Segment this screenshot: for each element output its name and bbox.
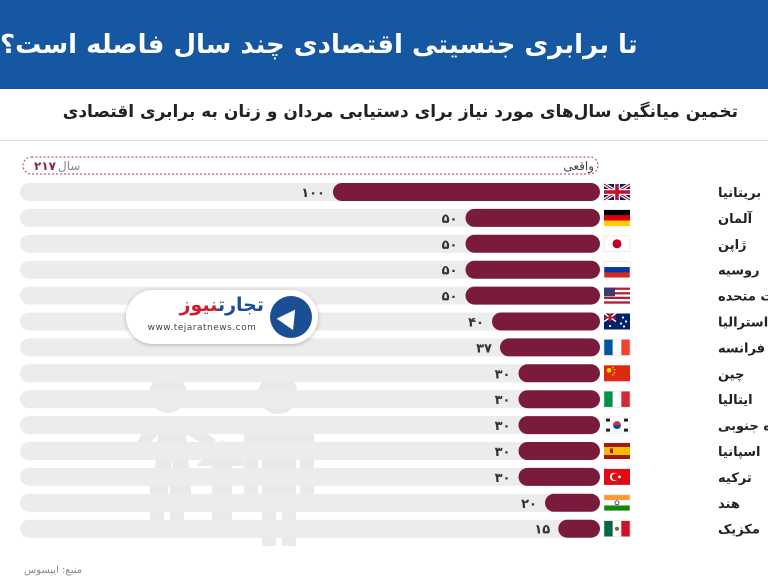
bar-row: ۵۰ روسیه [20, 260, 760, 279]
bar-track [20, 493, 598, 512]
japan-flag-icon [603, 235, 631, 253]
category-label: ژاپن [718, 238, 747, 253]
bar-track [20, 467, 598, 486]
category-label: روسیه [718, 264, 760, 279]
bar [465, 234, 600, 253]
category-label: ایالات متحده [718, 290, 768, 305]
value-label: ۳۷ [476, 341, 492, 356]
value-label: ۱۰۰ [301, 186, 325, 201]
bar-row: ۳۷ فرانسه [20, 338, 765, 357]
value-label: ۲۰ [521, 497, 537, 512]
bar [518, 416, 600, 435]
value-label: ۳۰ [495, 393, 511, 408]
category-label: بریتانیا [718, 186, 761, 201]
category-label: مکزیک [718, 523, 760, 538]
bar-track [20, 390, 598, 409]
chart-title: تا برابری جنسیتی اقتصادی چند سال فاصله ا… [0, 29, 638, 60]
bar-row: ۵۰ ژاپن [20, 234, 747, 253]
bar [499, 338, 600, 357]
france-flag-icon [603, 339, 631, 356]
bar-track [20, 234, 598, 253]
value-label: ۱۵ [534, 523, 550, 538]
logo-url: www.tejaratnews.com [147, 323, 257, 333]
bar-row: ۳۰ چین [20, 364, 744, 383]
actual-unit-label: سال [58, 159, 80, 173]
category-label: اسپانیا [718, 445, 761, 460]
category-label: هند [718, 497, 740, 512]
russia-flag-icon [603, 261, 631, 279]
logo-arrow-icon [270, 296, 312, 338]
bar-row: ۱۰۰ بریتانیا [20, 182, 761, 202]
category-label: آلمان [718, 210, 753, 227]
south-korea-flag-icon [603, 416, 631, 434]
bar-track [20, 519, 598, 538]
bar-row: ۳۰ ترکیه [20, 467, 752, 486]
category-label: کره جنوبی [718, 419, 768, 434]
bar-track [20, 416, 598, 435]
usa-flag-icon [604, 287, 630, 304]
bar [518, 442, 600, 460]
tejarat-news-logo: تجارتنیوز www.tejaratnews.com [126, 290, 318, 344]
spain-flag-icon [604, 443, 630, 459]
bar [465, 286, 600, 305]
divider [0, 140, 768, 141]
bar-row: ۲۰ هند [20, 493, 740, 512]
bar [545, 493, 600, 512]
value-label: ۵۰ [442, 238, 458, 253]
turkey-flag-icon [604, 468, 630, 485]
bar-row: ۳۰ اسپانیا [20, 442, 761, 460]
bar-row: ۱۵ مکزیک [20, 519, 760, 538]
bar [333, 183, 600, 201]
uk-flag-icon [603, 182, 631, 202]
actual-label: واقعی [563, 159, 594, 174]
germany-flag-icon [604, 209, 630, 227]
bar-row: ۳۰ کره جنوبی [20, 416, 768, 435]
value-label: ۵۰ [442, 264, 458, 279]
value-label: ۳۰ [495, 471, 511, 486]
bar-row: ۵۰ آلمان [20, 208, 753, 227]
mexico-flag-icon [603, 520, 631, 538]
australia-flag-icon [603, 312, 630, 330]
italy-flag-icon [603, 390, 631, 408]
bar [518, 364, 600, 383]
value-label: ۴۰ [468, 316, 484, 331]
chart-subtitle: تخمین میانگین سال‌های مورد نیاز برای دست… [62, 102, 738, 122]
bar [465, 260, 600, 279]
bar-track [20, 364, 598, 383]
bar [518, 390, 600, 409]
category-label: ترکیه [718, 471, 752, 486]
source-note: منبع: ایپسوس [24, 565, 83, 576]
value-label: ۵۰ [442, 290, 458, 305]
bar-track [20, 442, 598, 460]
bar [465, 208, 600, 227]
chart-title-banner: تا برابری جنسیتی اقتصادی چند سال فاصله ا… [0, 0, 768, 89]
value-label: ۳۰ [495, 419, 511, 434]
bar-track [20, 208, 598, 227]
bar [518, 467, 600, 486]
value-label: ۳۰ [495, 367, 511, 382]
category-label: چین [718, 367, 744, 382]
bar-track [20, 260, 598, 279]
bar [558, 519, 600, 538]
category-label: فرانسه [718, 341, 765, 356]
bar-row: ۳۰ ایتالیا [20, 390, 753, 409]
india-flag-icon [603, 494, 631, 512]
logo-name: تجارتنیوز [179, 294, 264, 316]
value-label: ۵۰ [442, 212, 458, 227]
category-label: ایتالیا [718, 393, 753, 408]
actual-reference-bar [22, 156, 599, 175]
category-label: استرالیا [718, 316, 768, 331]
china-flag-icon [604, 365, 630, 382]
bar [492, 312, 600, 331]
value-label: ۳۰ [495, 445, 511, 460]
actual-value-label: ۲۱۷ [34, 159, 57, 173]
